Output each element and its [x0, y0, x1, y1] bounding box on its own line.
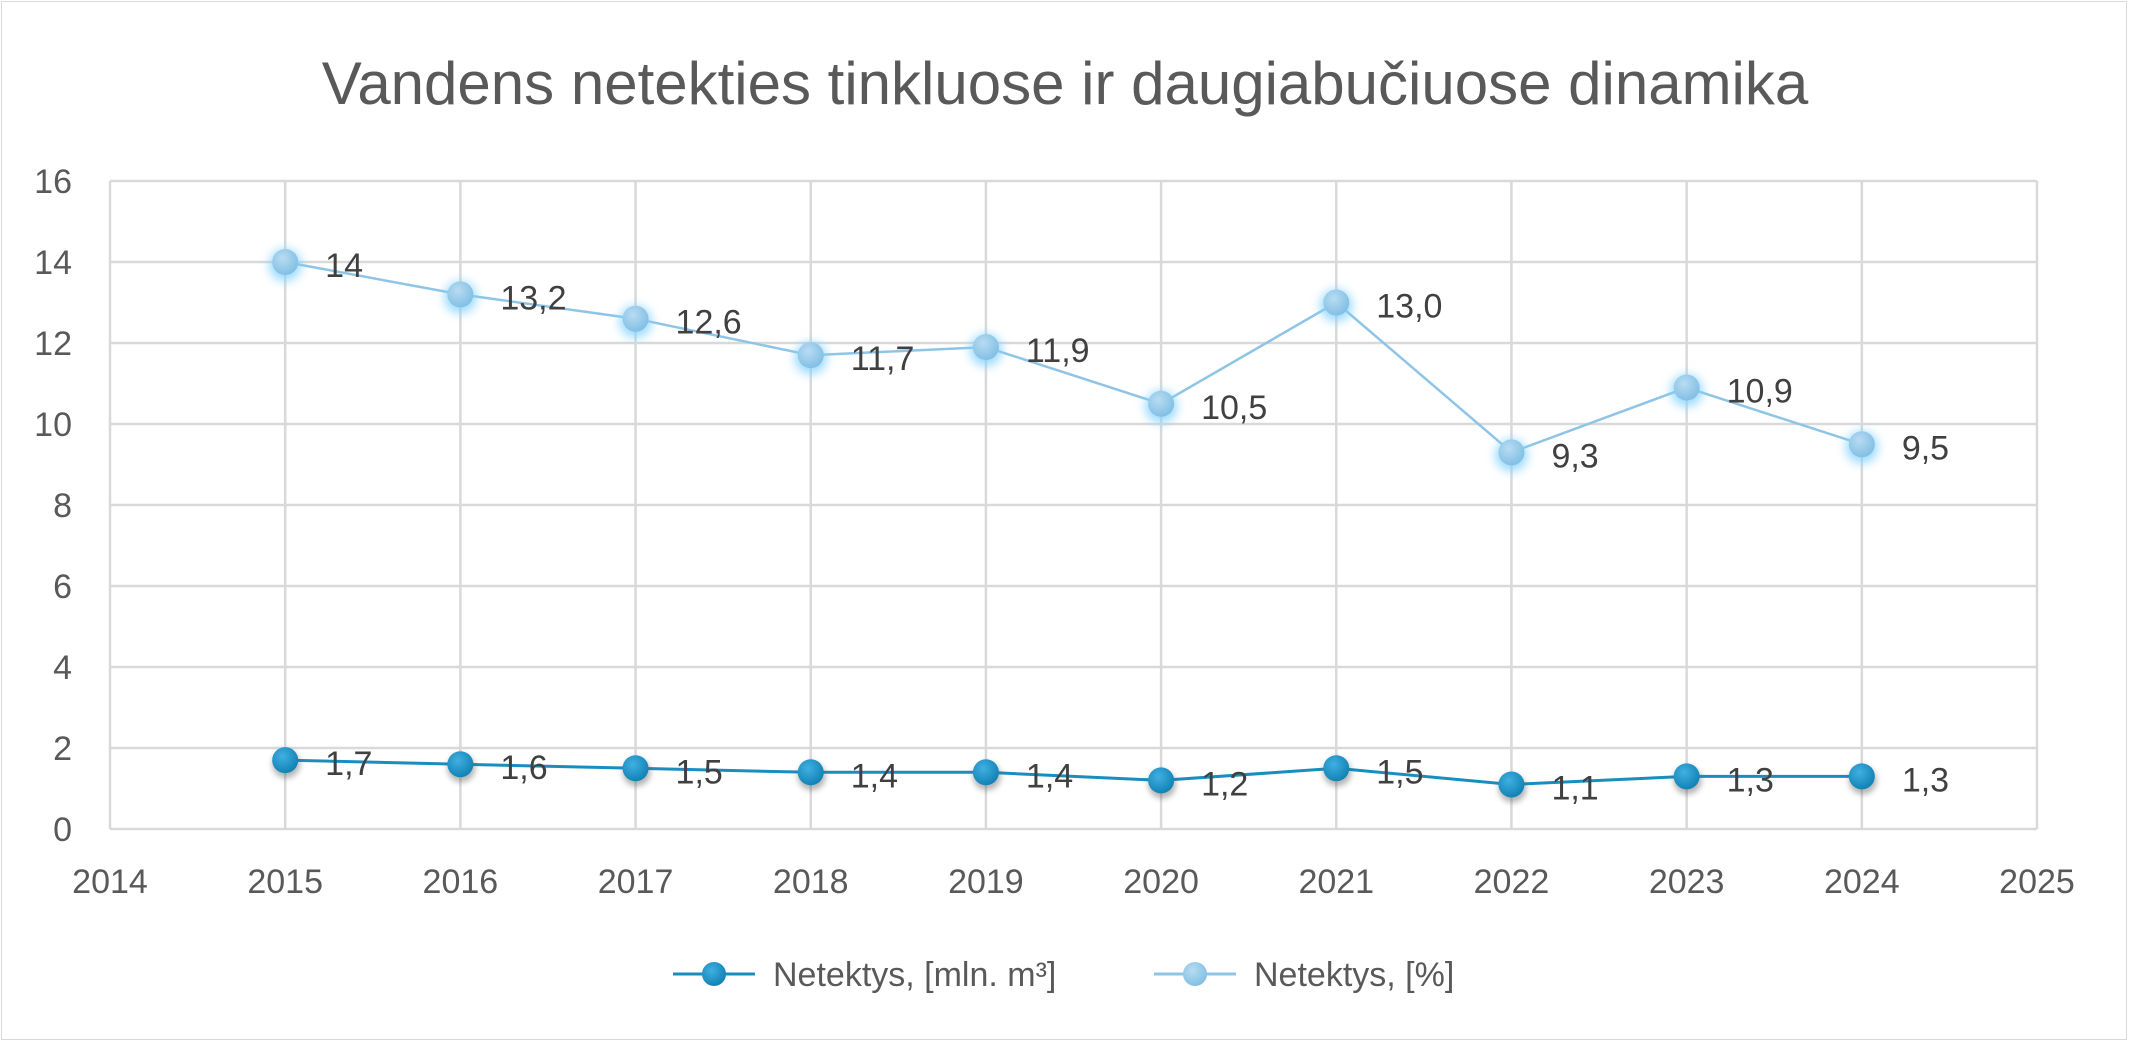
point-marker	[1673, 763, 1700, 790]
series-1-point-1	[444, 281, 477, 314]
series-0-point-5	[1148, 767, 1177, 799]
data-label-0-0: 1,7	[325, 745, 372, 783]
series-0-point-8	[1673, 763, 1702, 795]
x-tick-label-5: 2019	[948, 863, 1024, 901]
y-tick-label-3: 6	[53, 568, 72, 606]
x-tick-label-7: 2021	[1298, 863, 1374, 901]
data-label-0-2: 1,5	[676, 753, 723, 791]
legend-label: Netektys, [%]	[1254, 956, 1454, 994]
series-1-point-6	[1320, 289, 1353, 322]
point-marker	[447, 751, 474, 778]
data-label-1-1: 13,2	[500, 279, 566, 317]
series-1-point-3	[794, 342, 827, 375]
axis-ticks: 0 2 4 6 8 10 12 14 16 2014 2015 2016 2017 2018 2019 202…	[34, 163, 2075, 901]
series-1-point-0	[269, 249, 302, 281]
legend-marker	[702, 962, 726, 986]
grid	[108, 179, 2039, 831]
x-tick-label-9: 2023	[1649, 863, 1725, 901]
series-1-point-2	[619, 305, 652, 338]
point-marker	[447, 281, 474, 308]
x-tick-label-3: 2017	[598, 863, 674, 901]
series-1-point-9	[1845, 431, 1878, 464]
point-marker	[1673, 374, 1700, 401]
data-label-1-4: 11,9	[1026, 332, 1090, 370]
legend-item-1: Netektys, [%]	[1154, 956, 1454, 994]
point-marker	[622, 755, 649, 782]
data-label-1-3: 11,7	[851, 340, 915, 378]
data-label-0-9: 1,3	[1902, 761, 1949, 799]
point-marker	[1148, 390, 1175, 417]
series-0-point-3	[797, 759, 826, 791]
x-tick-label-6: 2020	[1123, 863, 1199, 901]
y-tick-label-0: 0	[53, 811, 72, 849]
point-marker	[797, 759, 824, 786]
point-marker	[1498, 439, 1525, 466]
data-label-0-6: 1,5	[1376, 753, 1423, 791]
data-label-0-1: 1,6	[500, 749, 547, 787]
data-label-1-7: 9,3	[1551, 437, 1598, 475]
point-marker	[972, 334, 999, 361]
point-marker	[272, 249, 299, 275]
point-marker	[272, 747, 299, 774]
series-0-point-2	[622, 755, 651, 787]
series-0-point-6	[1323, 755, 1352, 787]
data-label-1-2: 12,6	[676, 304, 742, 342]
point-marker	[622, 305, 649, 332]
series-1-point-4	[969, 334, 1002, 367]
series-1-point-7	[1495, 439, 1528, 472]
series	[269, 249, 1878, 803]
data-labels: 1,7 1,6 1,5 1,4 1,4 1,2 1,5 1,1 1,3 1,3 14 13,2 12,6…	[325, 247, 1949, 807]
y-tick-label-8: 16	[34, 163, 72, 201]
point-marker	[1848, 431, 1875, 458]
x-tick-label-2: 2016	[423, 863, 499, 901]
data-label-0-8: 1,3	[1727, 761, 1774, 799]
x-tick-label-10: 2024	[1824, 863, 1900, 901]
series-0-point-7	[1498, 771, 1527, 803]
series-0-point-9	[1848, 763, 1877, 795]
legend-item-0: Netektys, [mln. m³]	[673, 956, 1056, 994]
legend: Netektys, [mln. m³] Netektys, [%]	[673, 956, 1454, 994]
legend-marker	[1183, 962, 1207, 986]
series-line-0	[285, 758, 1862, 786]
x-tick-label-1: 2015	[247, 863, 323, 901]
point-marker	[1498, 771, 1525, 798]
data-label-0-4: 1,4	[1026, 757, 1073, 795]
series-0-point-0	[272, 747, 301, 779]
point-marker	[1323, 755, 1350, 782]
point-marker	[1848, 763, 1875, 790]
chart-title: Vandens netekties tinkluose ir daugiabuč…	[322, 50, 1809, 117]
data-label-0-5: 1,2	[1201, 765, 1248, 803]
data-label-1-0: 14	[325, 247, 363, 285]
x-tick-label-4: 2018	[773, 863, 849, 901]
legend-label: Netektys, [mln. m³]	[773, 956, 1056, 994]
point-marker	[797, 342, 824, 369]
data-label-1-5: 10,5	[1201, 389, 1267, 427]
series-1-point-8	[1670, 374, 1703, 407]
y-tick-label-5: 10	[34, 406, 72, 444]
y-tick-label-6: 12	[34, 325, 72, 363]
series-line-1	[284, 260, 1863, 454]
y-tick-label-7: 14	[34, 244, 72, 282]
x-tick-label-8: 2022	[1474, 863, 1550, 901]
point-marker	[972, 759, 999, 786]
point-marker	[1148, 767, 1175, 794]
series-0-point-4	[972, 759, 1001, 791]
point-marker	[1323, 289, 1350, 316]
data-label-1-8: 10,9	[1727, 373, 1793, 411]
series-1-point-5	[1145, 390, 1178, 423]
data-label-0-3: 1,4	[851, 757, 898, 795]
x-tick-label-0: 2014	[72, 863, 148, 901]
y-tick-label-4: 8	[53, 487, 72, 525]
data-label-1-9: 9,5	[1902, 429, 1949, 467]
series-0-point-1	[447, 751, 476, 783]
y-tick-label-1: 2	[53, 730, 72, 768]
y-tick-label-2: 4	[53, 649, 72, 687]
data-label-0-7: 1,1	[1551, 769, 1598, 807]
data-label-1-6: 13,0	[1376, 288, 1442, 326]
x-tick-label-11: 2025	[1999, 863, 2075, 901]
